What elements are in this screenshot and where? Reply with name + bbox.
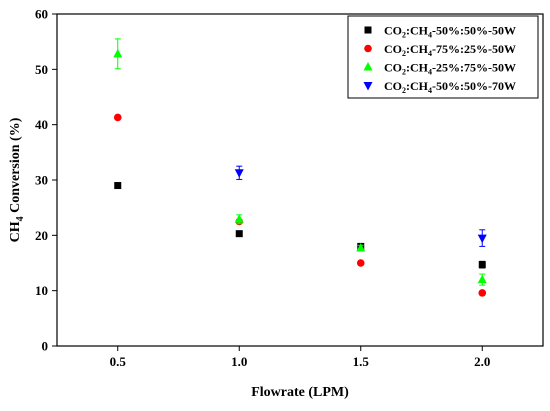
legend-marker: [364, 26, 372, 34]
legend-box: [347, 15, 539, 99]
x-tick-label: 2.0: [474, 354, 490, 369]
data-point: [356, 259, 365, 267]
data-point: [113, 48, 123, 58]
y-tick-label: 60: [35, 7, 48, 22]
y-axis-title-sub: 4: [15, 216, 26, 221]
legend-marker: [363, 82, 373, 91]
data-point: [356, 243, 366, 252]
data-point: [478, 261, 486, 269]
data-point: [478, 289, 487, 297]
series-1: [114, 182, 486, 269]
y-axis-title-post: Conversion (%): [8, 117, 23, 216]
data-series: [113, 38, 487, 297]
legend: CO2:CH4-50%:50%-50W CO2:CH4-75%:25%-50W CO…: [347, 15, 539, 99]
y-tick-label: 20: [35, 228, 48, 243]
data-point: [235, 230, 243, 238]
legend-label: CO2:CH4-50%:50%-70W: [384, 79, 516, 95]
y-tick-label: 10: [35, 283, 48, 298]
x-axis: 0.5 1.0 1.5 2.0: [110, 346, 490, 369]
series-3: [113, 38, 487, 286]
y-tick-label: 30: [35, 173, 48, 188]
legend-label: CO2:CH4-75%:25%-50W: [384, 42, 516, 58]
y-axis-title: CH4 Conversion (%): [8, 117, 26, 242]
data-point: [113, 113, 122, 122]
x-tick-label: 1.5: [353, 354, 370, 369]
y-tick-label: 40: [35, 117, 48, 132]
series-4: [234, 165, 487, 247]
x-tick-label: 1.0: [231, 354, 247, 369]
y-tick-label: 50: [35, 62, 48, 77]
data-point: [477, 274, 487, 284]
legend-marker: [364, 44, 372, 53]
x-tick-label: 0.5: [110, 354, 127, 369]
legend-marker: [363, 62, 373, 71]
x-axis-title: Flowrate (LPM): [251, 385, 349, 400]
legend-label: CO2:CH4-25%:75%-50W: [384, 61, 516, 77]
data-point: [234, 169, 244, 178]
data-point: [114, 182, 122, 190]
legend-label: CO2:CH4-50%:50%-50W: [384, 24, 516, 40]
data-point: [477, 234, 487, 244]
data-point: [234, 214, 244, 223]
series-2: [113, 113, 487, 297]
y-tick-label: 0: [42, 339, 49, 354]
y-axis-title-pre: CH: [8, 221, 23, 242]
y-axis: 0 10 20 30 40 50 60: [35, 7, 57, 354]
